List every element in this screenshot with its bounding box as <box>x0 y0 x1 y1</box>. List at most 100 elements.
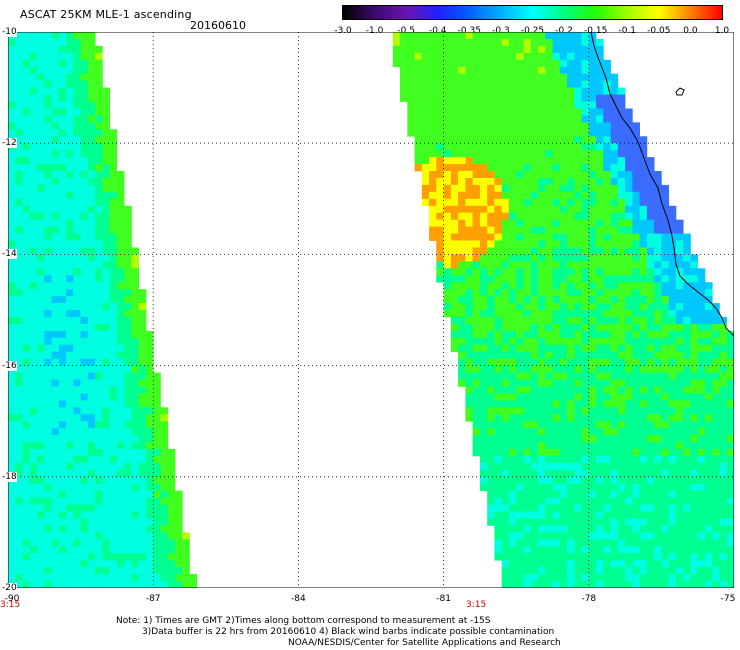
swath-cell <box>501 39 510 47</box>
swath-cell <box>44 247 52 255</box>
swath-cell <box>95 115 103 123</box>
swath-cell <box>668 400 677 408</box>
swath-cell <box>8 303 16 311</box>
swath-cell <box>487 414 495 422</box>
swath-cell <box>472 449 481 457</box>
swath-cell <box>508 372 517 380</box>
swath-cell <box>588 504 597 512</box>
swath-cell <box>124 511 132 519</box>
swath-cell <box>87 212 96 220</box>
swath-cell <box>552 254 561 262</box>
swath-cell <box>51 66 60 75</box>
swath-cell <box>501 164 510 172</box>
swath-cell <box>675 282 684 290</box>
swath-cell <box>15 157 23 165</box>
swath-cell <box>109 351 118 359</box>
swath-cell <box>37 581 45 588</box>
swath-cell <box>567 525 575 533</box>
swath-cell <box>29 247 38 255</box>
swath-cell <box>567 115 575 123</box>
swath-cell <box>697 511 706 519</box>
swath-cell <box>501 560 510 568</box>
swath-cell <box>66 358 74 366</box>
swath-cell <box>523 261 532 269</box>
swath-cell <box>80 365 89 373</box>
swath-cell <box>167 449 176 457</box>
swath-cell <box>567 337 575 346</box>
swath-cell <box>588 449 597 457</box>
swath-cell <box>625 143 633 151</box>
swath-cell <box>697 303 706 311</box>
swath-cell <box>690 275 698 283</box>
swath-cell <box>487 344 495 353</box>
swath-cell <box>712 358 720 366</box>
swath-cell <box>145 560 154 568</box>
swath-cell <box>726 497 734 505</box>
swath-cell <box>8 73 16 81</box>
swath-cell <box>668 414 677 422</box>
swath-cell <box>175 518 183 526</box>
swath-cell <box>705 372 713 380</box>
swath-cell <box>73 303 81 311</box>
swath-cell <box>610 303 619 311</box>
swath-cell <box>552 219 561 227</box>
swath-cell <box>581 171 590 179</box>
swath-cell <box>37 428 45 436</box>
swath-cell <box>603 476 611 485</box>
swath-cell <box>617 289 626 297</box>
swath-cell <box>508 247 517 255</box>
swath-cell <box>494 379 502 387</box>
swath-cell <box>8 240 16 248</box>
swath-cell <box>523 393 532 401</box>
swath-cell <box>523 205 532 214</box>
swath-cell <box>603 567 611 575</box>
swath-cell <box>58 296 67 304</box>
swath-cell <box>516 386 524 394</box>
swath-cell <box>603 143 611 151</box>
swath-cell <box>487 407 495 415</box>
swath-cell <box>37 136 45 144</box>
swath-cell <box>80 490 89 498</box>
swath-cell <box>66 87 74 95</box>
swath-cell <box>51 414 60 422</box>
swath-cell <box>87 351 96 359</box>
swath-cell <box>51 233 60 241</box>
swath-cell <box>80 198 89 207</box>
swath-cell <box>538 581 546 588</box>
swath-cell <box>29 344 38 353</box>
swath-cell <box>588 546 597 554</box>
swath-cell <box>639 462 648 471</box>
swath-cell <box>530 386 539 394</box>
swath-cell <box>22 323 31 332</box>
swath-cell <box>487 52 495 61</box>
swath-cell <box>138 414 147 422</box>
swath-cell <box>95 462 103 471</box>
swath-cell <box>116 504 125 512</box>
swath-cell <box>581 476 590 485</box>
swath-cell <box>58 574 67 582</box>
swath-cell <box>617 476 626 485</box>
swath-cell <box>465 136 473 144</box>
swath-cell <box>668 462 677 471</box>
swath-cell <box>508 157 517 165</box>
swath-cell <box>588 39 597 47</box>
swath-cell <box>124 525 132 533</box>
swath-cell <box>617 337 626 346</box>
swath-cell <box>37 178 45 186</box>
swath-cell <box>596 518 604 526</box>
swath-cell <box>131 490 139 498</box>
swath-cell <box>661 296 669 304</box>
swath-cell <box>610 428 619 436</box>
colorbar-tick-label: -0.3 <box>492 26 510 36</box>
swath-cell <box>581 323 590 332</box>
swath-cell <box>588 435 597 443</box>
swath-cell <box>29 490 38 498</box>
swath-cell <box>675 449 684 457</box>
swath-cell <box>22 518 31 526</box>
swath-cell <box>610 379 619 387</box>
swath-cell <box>80 66 89 75</box>
swath-cell <box>596 455 604 464</box>
swath-cell <box>726 539 734 547</box>
swath-cell <box>458 73 466 81</box>
swath-cell <box>80 476 89 485</box>
